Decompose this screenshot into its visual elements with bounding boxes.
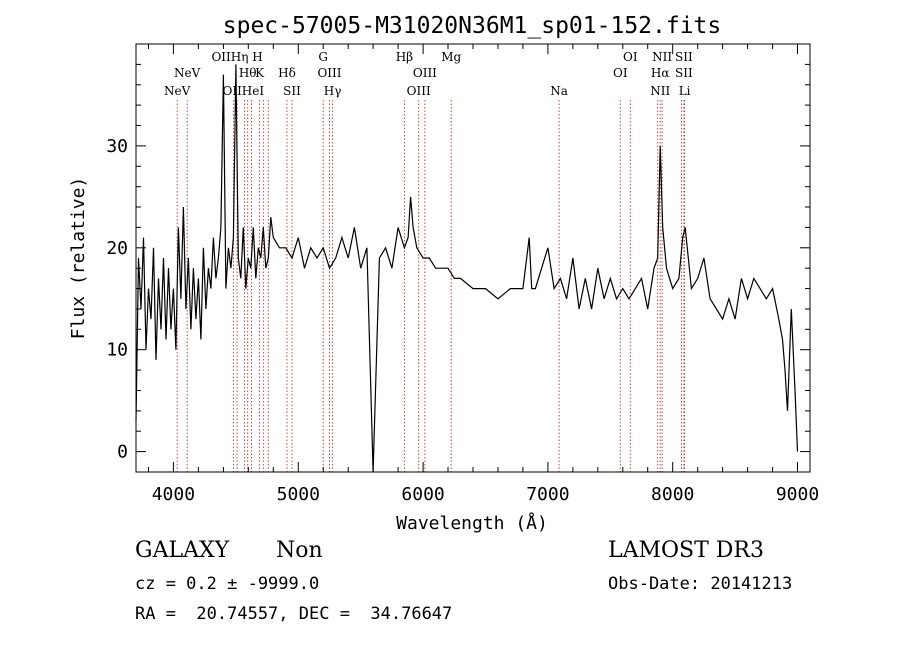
- y-tick-label: 10: [106, 340, 128, 361]
- line-label-r1-2: K: [255, 66, 265, 80]
- y-tick-label: 30: [106, 136, 128, 157]
- line-label-r0-3: Mg: [441, 50, 461, 64]
- x-tick-label: 4000: [152, 484, 195, 505]
- x-tick-label: 7000: [526, 484, 569, 505]
- x-axis-label: Wavelength (Å): [396, 512, 548, 534]
- line-label-r0-2: Hβ: [396, 50, 413, 64]
- coordinates: RA = 20.74557, DEC = 34.76647: [135, 604, 453, 624]
- line-label-r2-1: OIIHeI: [222, 84, 264, 98]
- x-tick-label: 6000: [401, 484, 444, 505]
- line-label-r1-5: OIII: [413, 66, 437, 80]
- x-tick-label: 8000: [651, 484, 694, 505]
- redshift-cz: cz = 0.2 ± -9999.0: [135, 574, 320, 594]
- line-label-r0-1: G: [318, 50, 328, 64]
- line-label-r2-3: Hγ: [324, 84, 342, 98]
- observation-date: Obs-Date: 20141213: [608, 574, 793, 594]
- y-tick-label: 0: [117, 442, 128, 463]
- line-label-r1-8: SII: [675, 66, 693, 80]
- object-subclass: Non: [276, 538, 323, 563]
- line-label-r2-5: Na: [550, 84, 568, 98]
- line-label-r2-6: NII: [650, 84, 670, 98]
- axis-ticks: 4000 5000 6000 7000 8000 9000 0 10 20 30: [106, 44, 819, 505]
- line-label-r1-0: NeV: [174, 66, 201, 80]
- line-label-r1-7: Hα: [651, 66, 670, 80]
- line-label-r1-3: Hδ: [278, 66, 296, 80]
- spectrum-series-line: [135, 64, 799, 473]
- line-label-r0-6: SII: [675, 50, 693, 64]
- x-tick-label: 5000: [277, 484, 320, 505]
- line-label-r2-0: NeV: [164, 84, 191, 98]
- y-axis-label: Flux (relative): [68, 177, 89, 340]
- line-label-r0-0: OIIHη H: [211, 50, 262, 64]
- x-tick-label: 9000: [776, 484, 819, 505]
- line-label-r1-1: Hθ: [239, 66, 257, 80]
- survey-name: LAMOST DR3: [608, 538, 764, 563]
- line-label-r1-4: OIII: [317, 66, 341, 80]
- line-label-r2-4: OIII: [407, 84, 431, 98]
- object-class: GALAXY: [135, 538, 230, 563]
- y-tick-label: 20: [106, 238, 128, 259]
- line-label-r0-5: NII: [652, 50, 672, 64]
- chart-title: spec-57005-M31020N36M1_sp01-152.fits: [223, 13, 722, 39]
- line-label-r0-4: OI: [623, 50, 638, 64]
- line-label-r2-2: SII: [283, 84, 301, 98]
- line-label-r1-6: OI: [613, 66, 628, 80]
- line-label-r2-7: Li: [679, 84, 691, 98]
